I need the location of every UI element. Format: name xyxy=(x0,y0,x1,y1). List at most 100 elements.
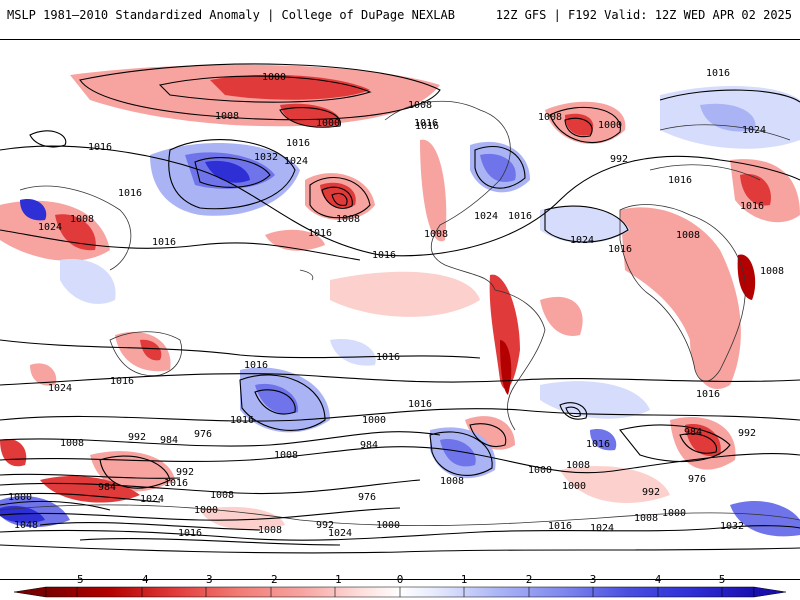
colorbar-legend: −5 −4 −3 −2 −1 0 1 2 3 4 5 xyxy=(0,572,800,600)
isobar-label: 1000 xyxy=(194,505,218,516)
isobar-label: 1024 xyxy=(48,383,72,394)
isobar-label: 1000 xyxy=(528,465,552,476)
isobar-label: 1000 xyxy=(376,520,400,531)
isobar-label: 1008 xyxy=(274,450,298,461)
isobar-label: 1008 xyxy=(70,214,94,225)
isobar-label: 1000 xyxy=(662,508,686,519)
coastlines xyxy=(0,100,800,527)
isobar-contours xyxy=(0,63,800,554)
isobar-label: 1016 xyxy=(110,376,134,387)
isobar-label: 1024 xyxy=(38,222,62,233)
isobar-label: 1016 xyxy=(286,138,310,149)
colorbar-tick-labels: −5 −4 −3 −2 −1 0 1 2 3 4 5 xyxy=(70,573,725,586)
isobar-label: 992 xyxy=(642,487,660,498)
isobar-label: 1008 xyxy=(336,214,360,225)
colorbar-tick-label: 4 xyxy=(655,573,662,586)
isobar-label: 1016 xyxy=(244,360,268,371)
isobar-label: 1016 xyxy=(586,439,610,450)
isobar-label: 1000 xyxy=(598,120,622,131)
isobar-label: 1032 xyxy=(254,152,278,163)
isobar-label: 1008 xyxy=(60,438,84,449)
isobar-label: 1016 xyxy=(408,399,432,410)
model-run-info: 12Z GFS | F192 Valid: 12Z WED APR 02 202… xyxy=(495,8,792,22)
colorbar-tick-label: −2 xyxy=(264,573,277,586)
isobar-label: 1016 xyxy=(414,118,438,129)
isobar-label: 1024 xyxy=(328,528,352,539)
isobar-label: 1016 xyxy=(508,211,532,222)
isobar-label: 976 xyxy=(194,429,212,440)
isobar-label: 984 xyxy=(360,440,378,451)
colorbar: −5 −4 −3 −2 −1 0 1 2 3 4 5 xyxy=(13,573,787,598)
isobar-label: 1016 xyxy=(230,415,254,426)
isobar-label: 984 xyxy=(98,482,116,493)
isobar-label: 992 xyxy=(128,432,146,443)
isobar-label: 1016 xyxy=(164,478,188,489)
isobar-label: 992 xyxy=(610,154,628,165)
isobar-label: 1024 xyxy=(570,235,594,246)
isobar-label: 1016 xyxy=(118,188,142,199)
isobar-label: 1008 xyxy=(538,112,562,123)
isobar-labels: 1000 1008 1000 1016 1008 1016 1032 1024 … xyxy=(8,68,784,539)
colorbar-tick-marks xyxy=(76,587,723,597)
isobar-label: 992 xyxy=(176,467,194,478)
isobar-label: 984 xyxy=(684,427,702,438)
isobar-label: 1008 xyxy=(408,100,432,111)
colorbar-tick-label: −5 xyxy=(70,573,83,586)
isobar-label: 1008 xyxy=(215,111,239,122)
isobar-label: 1016 xyxy=(376,352,400,363)
isobar-label: 1024 xyxy=(140,494,164,505)
isobar-label: 1000 xyxy=(362,415,386,426)
isobar-label: 1000 xyxy=(562,481,586,492)
isobar-label: 1016 xyxy=(608,244,632,255)
isobar-label: 1008 xyxy=(210,490,234,501)
isobar-label: 1008 xyxy=(676,230,700,241)
isobar-label: 1000 xyxy=(262,72,286,83)
isobar-label: 1016 xyxy=(308,228,332,239)
negative-anomaly-shading xyxy=(0,64,800,530)
isobar-label: 1032 xyxy=(720,521,744,532)
isobar-label: 1016 xyxy=(178,528,202,539)
colorbar-tick-label: −4 xyxy=(135,573,149,586)
isobar-label: 1016 xyxy=(548,521,572,532)
colorbar-tick-label: 3 xyxy=(590,573,597,586)
map-title: MSLP 1981–2010 Standardized Anomaly | Co… xyxy=(7,8,455,22)
colorbar-max-arrow xyxy=(753,586,787,598)
isobar-label: 1016 xyxy=(88,142,112,153)
isobar-label: 1000 xyxy=(316,118,340,129)
isobar-label: 1016 xyxy=(152,237,176,248)
isobar-label: 1016 xyxy=(415,121,439,132)
isobar-label: 1000 xyxy=(8,492,32,503)
isobar-label: 1024 xyxy=(590,523,614,534)
isobar-label: 1008 xyxy=(566,460,590,471)
colorbar-tick-label: 1 xyxy=(461,573,468,586)
colorbar-tick-label: 0 xyxy=(397,573,404,586)
colorbar-tick-label: 2 xyxy=(526,573,533,586)
isobar-label: 976 xyxy=(358,492,376,503)
isobar-label: 1024 xyxy=(742,125,766,136)
colorbar-min-arrow xyxy=(13,586,47,598)
isobar-label: 1016 xyxy=(668,175,692,186)
isobar-label: 1024 xyxy=(474,211,498,222)
isobar-label: 1016 xyxy=(740,201,764,212)
isobar-label: 1008 xyxy=(760,266,784,277)
header: MSLP 1981–2010 Standardized Anomaly | Co… xyxy=(0,0,800,30)
isobar-label: 976 xyxy=(688,474,706,485)
isobar-label: 1016 xyxy=(372,250,396,261)
colorbar-tick-label: 5 xyxy=(719,573,726,586)
isobar-label: 1008 xyxy=(440,476,464,487)
isobar-label: 992 xyxy=(738,428,756,439)
isobar-label: 992 xyxy=(316,520,334,531)
positive-anomaly-shading xyxy=(0,85,800,537)
colorbar-tick-label: −3 xyxy=(199,573,212,586)
isobar-label: 1008 xyxy=(258,525,282,536)
isobar-label: 1048 xyxy=(14,520,38,531)
isobar-label: 984 xyxy=(160,435,178,446)
map-panel[interactable]: 1000 1008 1000 1016 1008 1016 1032 1024 … xyxy=(0,39,800,580)
isobar-label: 1016 xyxy=(696,389,720,400)
isobar-label: 1016 xyxy=(706,68,730,79)
colorbar-tick-label: −1 xyxy=(328,573,341,586)
isobar-label: 1024 xyxy=(284,156,308,167)
anomaly-map: 1000 1008 1000 1016 1008 1016 1032 1024 … xyxy=(0,63,800,554)
isobar-label: 1008 xyxy=(634,513,658,524)
isobar-label: 1008 xyxy=(424,229,448,240)
